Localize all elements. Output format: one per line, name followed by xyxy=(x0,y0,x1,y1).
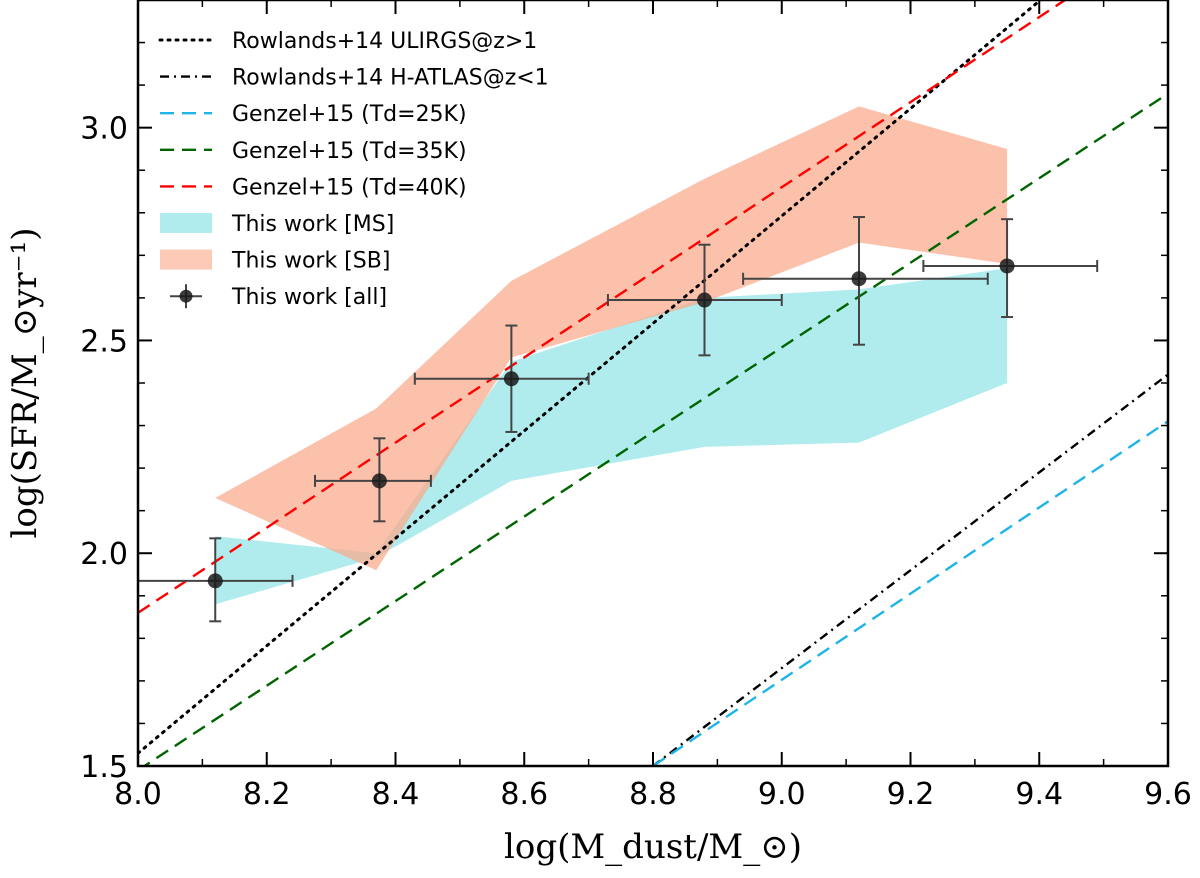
line-rowlands-14-h-atlas-z-1 xyxy=(652,373,1168,766)
data-point-marker xyxy=(371,473,387,489)
line-rowlands-14-ulirgs-z-1 xyxy=(138,0,1043,755)
x-tick-label: 9.4 xyxy=(1015,777,1063,812)
line-genzel-15-td-25k xyxy=(652,420,1168,766)
data-point-marker xyxy=(503,371,519,387)
legend-label: This work [MS] xyxy=(231,212,394,237)
x-tick-label: 9.2 xyxy=(887,777,935,812)
legend-label: Rowlands+14 ULIRGS@z>1 xyxy=(232,29,537,54)
legend-entry-this-work-all: This work [all] xyxy=(170,284,387,310)
x-axis-label: log(M_dust/M_⊙) xyxy=(504,827,802,867)
data-point-marker xyxy=(697,292,712,308)
y-tick-label: 1.5 xyxy=(80,750,128,785)
data-point-3 xyxy=(413,324,590,433)
x-tick-label: 8.4 xyxy=(372,777,420,812)
data-point-4 xyxy=(606,243,783,357)
legend-label: Genzel+15 (Td=35K) xyxy=(232,139,467,164)
line-genzel-15-td-40k xyxy=(138,0,1068,614)
line-genzel-15-td-35k xyxy=(142,92,1168,766)
legend-band-swatch xyxy=(160,213,212,233)
data-point-marker xyxy=(207,573,223,589)
legend-entry-rowlands-14-ulirgs-z-1: Rowlands+14 ULIRGS@z>1 xyxy=(158,29,537,54)
legend-label: This work [all] xyxy=(231,285,387,310)
legend-entry-this-work-ms: This work [MS] xyxy=(160,212,394,237)
legend-label: This work [SB] xyxy=(231,249,390,274)
x-tick-label: 8.2 xyxy=(243,777,291,812)
data-point-2 xyxy=(314,437,432,523)
band-this-work-sb xyxy=(215,106,1008,571)
y-axis-label: log(SFR/M_⊙yr⁻¹) xyxy=(5,228,45,539)
y-tick-label: 2.5 xyxy=(80,324,128,359)
band-this-work-ms xyxy=(215,268,1008,605)
y-tick-label: 3.0 xyxy=(80,112,128,147)
data-point-5 xyxy=(742,216,989,346)
legend-entry-genzel-15-td-35k: Genzel+15 (Td=35K) xyxy=(160,139,467,164)
data-point-6 xyxy=(922,218,1099,319)
legend-entry-this-work-sb: This work [SB] xyxy=(160,249,390,274)
x-tick-label: 9.0 xyxy=(758,777,806,812)
axis-ticks: 8.0 8.2 8.4 8.6 8.8 9.0 9.2 9.4 9.6 1.5 2.0 2.5 3.0 xyxy=(80,0,1192,812)
data-point-marker xyxy=(999,258,1015,274)
data-point-1 xyxy=(138,537,294,623)
legend-entry-rowlands-14-h-atlas-z-1: Rowlands+14 H-ATLAS@z<1 xyxy=(160,66,549,91)
legend: Rowlands+14 ULIRGS@z>1 Rowlands+14 H-ATLA… xyxy=(158,29,549,310)
plot-area xyxy=(138,0,1168,766)
x-tick-label: 8.0 xyxy=(114,777,162,812)
legend-label: Rowlands+14 H-ATLAS@z<1 xyxy=(232,66,549,91)
legend-entry-genzel-15-td-40k: Genzel+15 (Td=40K) xyxy=(160,175,467,200)
x-tick-label: 8.8 xyxy=(629,777,677,812)
x-tick-label: 9.6 xyxy=(1144,777,1192,812)
legend-entry-genzel-15-td-25k: Genzel+15 (Td=25K) xyxy=(160,102,467,127)
x-tick-label: 8.6 xyxy=(500,777,548,812)
y-tick-label: 2.0 xyxy=(80,537,128,572)
data-point-marker xyxy=(851,271,867,287)
legend-label: Genzel+15 (Td=25K) xyxy=(232,102,467,127)
legend-point-swatch xyxy=(179,289,193,303)
legend-label: Genzel+15 (Td=40K) xyxy=(232,175,467,200)
legend-band-swatch xyxy=(160,249,212,270)
